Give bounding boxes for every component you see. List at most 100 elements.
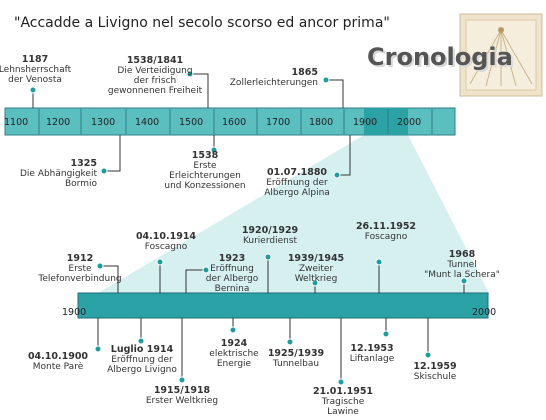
axis-label: 1500 (179, 117, 203, 128)
event-text: Eröffnung der (266, 178, 328, 188)
axis-label: 1400 (135, 117, 159, 128)
event-text: Telefonverbindung (37, 274, 121, 284)
event-text: Erste (193, 161, 217, 171)
event-text: Tragische (321, 397, 365, 407)
connector (326, 79, 344, 108)
event-dot (137, 337, 145, 345)
event-text: Tunnelbau (272, 359, 319, 369)
event-text: Foscagno (365, 232, 408, 242)
event-dot (229, 326, 237, 334)
event-date: 12.1953 (350, 343, 393, 354)
event-text: "Munt la Schera" (424, 270, 500, 280)
event-dot (424, 351, 432, 359)
event-date: 1939/1945 (288, 253, 344, 264)
event-date: 1538/1841 (127, 55, 183, 66)
event-date: 04.10.1914 (136, 231, 196, 242)
event-date: 1923 (219, 253, 245, 264)
event-dot (94, 345, 102, 353)
axis-label: 1700 (266, 117, 290, 128)
event-text: Liftanlage (350, 354, 395, 364)
event-date: 1912 (67, 253, 93, 264)
event-date: 1968 (449, 249, 476, 260)
event-date: 01.07.1880 (267, 167, 327, 178)
connector (100, 265, 119, 293)
event-text: Erster Weltkrieg (146, 396, 218, 406)
event-date: 21.01.1951 (313, 386, 373, 397)
event-text: und Konzessionen (164, 181, 245, 191)
event-date: 12.1959 (413, 361, 456, 372)
axis-label: 2000 (472, 307, 496, 318)
event-date: 1865 (292, 67, 318, 78)
connector (185, 269, 206, 293)
event-date: 1187 (22, 54, 48, 65)
event-dot (264, 253, 272, 261)
logo-shadow: Cronologia (369, 45, 515, 73)
event-text: gewonnenen Freiheit (108, 86, 203, 96)
event-text: Kurierdienst (243, 236, 298, 246)
event-text: Eröffnung (210, 264, 254, 274)
event-date: 04.10.1900 (28, 351, 88, 362)
event-dot (337, 378, 345, 386)
axis-label: 1900 (353, 117, 377, 128)
event-dot (178, 376, 186, 384)
event-dot (382, 330, 390, 338)
event-text: Skischule (414, 372, 457, 382)
connector (190, 73, 209, 108)
event-dot (311, 279, 319, 287)
bottom-bar (77, 292, 489, 319)
event-dot (156, 258, 164, 266)
event-text: Monte Parè (33, 361, 84, 372)
axis-label: 1200 (46, 117, 70, 128)
event-dot (210, 146, 218, 154)
event-text: Bernina (215, 284, 250, 294)
event-text: Albergo Alpina (264, 188, 330, 198)
event-text: der frisch (134, 76, 177, 86)
event-dot (186, 70, 194, 78)
event-date: 1538 (192, 150, 219, 161)
event-text: Tunnel (446, 260, 476, 270)
event-text: Zollerleichterungen (230, 78, 318, 88)
event-date: 1915/1918 (154, 385, 211, 396)
event-dot (29, 86, 37, 94)
event-text: der Albergo (206, 274, 259, 284)
event-text: Foscagno (145, 242, 188, 252)
event-text: Albergo Livigno (107, 365, 177, 375)
axis-label: 1800 (309, 117, 333, 128)
logo: Cronologia (367, 43, 513, 71)
event-text: Die Verteidigung (117, 66, 192, 76)
event-text: elektrische (209, 349, 259, 359)
event-text: Weltkrieg (295, 274, 338, 284)
event-dot (322, 76, 330, 84)
event-date: 1920/1929 (242, 225, 298, 236)
axis-label: 1600 (222, 117, 246, 128)
event-text: Zweiter (299, 264, 334, 274)
connector (337, 135, 351, 176)
top-bar-highlight (364, 108, 408, 135)
event-dot (286, 338, 294, 346)
connector (104, 135, 121, 172)
event-dot (460, 277, 468, 285)
event-dot (202, 266, 210, 274)
axis-label: 1100 (4, 117, 28, 128)
event-text: Bormio (65, 179, 97, 189)
title: "Accadde a Livigno nel secolo scorso ed … (14, 15, 390, 31)
axis-label: 1300 (91, 117, 115, 128)
event-text: der Venosta (8, 75, 62, 85)
event-text: Energie (217, 359, 252, 369)
event-dot (96, 262, 104, 270)
event-date: 1325 (71, 158, 97, 169)
event-text: Eröffnung der (111, 355, 173, 365)
event-dot (333, 171, 341, 179)
event-date: 1925/1939 (268, 348, 324, 359)
event-text: Die Abhängigkeit (20, 169, 97, 179)
event-date: 26.11.1952 (356, 221, 416, 232)
axis-label: 2000 (397, 117, 421, 128)
event-text: Erste (68, 264, 92, 274)
event-date: Luglio 1914 (111, 344, 174, 355)
event-dot (375, 258, 383, 266)
event-text: Lehnsherrschaft (0, 65, 72, 75)
event-dot (100, 167, 108, 175)
axis-label: 1900 (62, 307, 86, 318)
